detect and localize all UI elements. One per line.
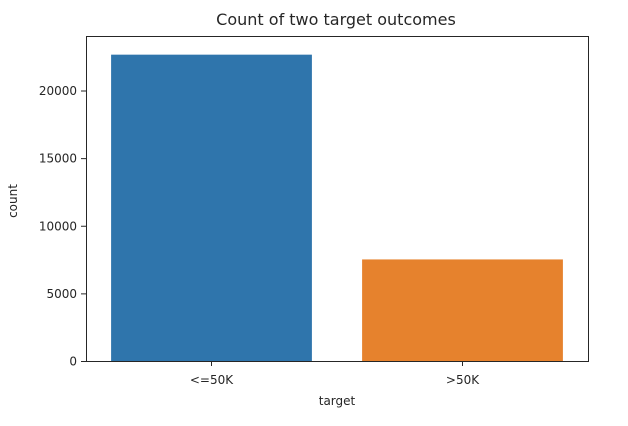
chart-title: Count of two target outcomes [216,10,456,29]
x-axis: <=50K >50K [190,361,480,387]
x-axis-label: target [319,394,356,408]
x-tick-label: >50K [446,373,480,387]
y-axis: 0 5000 10000 15000 20000 [39,84,86,369]
plot-frame [86,36,589,362]
y-tick-label: 5000 [46,287,77,301]
y-tick-label: 0 [69,355,77,369]
bar-1 [362,259,563,361]
y-axis-label: count [6,184,20,218]
bar-0 [111,54,312,361]
bars-layer [111,54,563,361]
y-tick-label: 15000 [39,152,77,166]
x-tick-label: <=50K [190,373,234,387]
y-tick-label: 20000 [39,84,77,98]
y-tick-label: 10000 [39,219,77,233]
